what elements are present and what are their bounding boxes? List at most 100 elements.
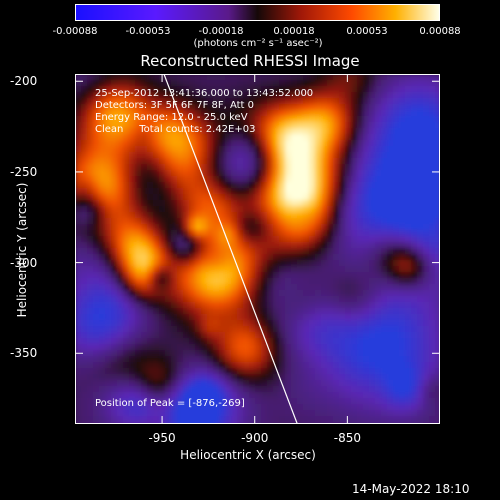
heatmap-cell (429, 260, 436, 267)
heatmap-cell (351, 392, 358, 399)
heatmap-cell (141, 164, 148, 171)
heatmap-cell (99, 356, 106, 363)
heatmap-cell (243, 272, 250, 279)
heatmap-cell (327, 260, 334, 267)
heatmap-cell (177, 344, 184, 351)
heatmap-cell (141, 260, 148, 267)
heatmap-cell (387, 302, 394, 309)
heatmap-cell (99, 236, 106, 243)
heatmap-cell (369, 128, 376, 135)
heatmap-cell (177, 308, 184, 315)
heatmap-cell (315, 338, 322, 345)
heatmap-cell (399, 254, 406, 261)
heatmap-cell (249, 296, 256, 303)
heatmap-cell (261, 296, 268, 303)
heatmap-cell (105, 158, 112, 165)
heatmap-cell (291, 188, 298, 195)
heatmap-cell (327, 404, 334, 411)
heatmap-cell (267, 410, 274, 417)
heatmap-cell (309, 128, 316, 135)
heatmap-cell (171, 80, 178, 87)
heatmap-cell (171, 122, 178, 129)
heatmap-cell (423, 374, 430, 381)
heatmap-cell (321, 374, 328, 381)
heatmap-cell (141, 344, 148, 351)
heatmap-cell (255, 236, 262, 243)
heatmap-cell (327, 200, 334, 207)
heatmap-cell (435, 110, 440, 117)
heatmap-cell (117, 356, 124, 363)
heatmap-cell (123, 98, 130, 105)
heatmap-cell (405, 116, 412, 123)
heatmap-cell (159, 86, 166, 93)
heatmap-cell (303, 128, 310, 135)
heatmap-cell (405, 398, 412, 405)
heatmap-cell (111, 260, 118, 267)
heatmap-cell (105, 176, 112, 183)
heatmap-cell (165, 230, 172, 237)
heatmap-cell (99, 248, 106, 255)
heatmap-cell (429, 362, 436, 369)
heatmap-cell (195, 146, 202, 153)
heatmap-cell (153, 344, 160, 351)
heatmap-cell (393, 392, 400, 399)
heatmap-cell (297, 146, 304, 153)
heatmap-cell (141, 242, 148, 249)
heatmap-cell (81, 146, 88, 153)
heatmap-cell (315, 206, 322, 213)
heatmap-cell (147, 128, 154, 135)
heatmap-cell (393, 314, 400, 321)
heatmap-cell (417, 122, 424, 129)
heatmap-cell (435, 392, 440, 399)
heatmap-cell (369, 404, 376, 411)
heatmap-cell (159, 92, 166, 99)
heatmap-cell (381, 284, 388, 291)
heatmap-cell (303, 122, 310, 129)
heatmap-cell (189, 242, 196, 249)
heatmap-cell (105, 356, 112, 363)
heatmap-cell (243, 116, 250, 123)
heatmap-cell (123, 404, 130, 411)
heatmap-cell (237, 260, 244, 267)
heatmap-cell (315, 326, 322, 333)
heatmap-cell (111, 170, 118, 177)
heatmap-cell (381, 74, 388, 81)
heatmap-cell (279, 134, 286, 141)
axis-ticks (75, 74, 440, 424)
heatmap-cell (177, 194, 184, 201)
heatmap-cell (405, 314, 412, 321)
heatmap-cell (345, 350, 352, 357)
heatmap-cell (351, 338, 358, 345)
heatmap-cell (273, 272, 280, 279)
heatmap-cell (225, 314, 232, 321)
heatmap-cell (309, 320, 316, 327)
heatmap-cell (171, 170, 178, 177)
heatmap-cell (135, 314, 142, 321)
heatmap-cell (351, 146, 358, 153)
heatmap-cell (99, 266, 106, 273)
heatmap-cell (261, 158, 268, 165)
heatmap-cell (255, 170, 262, 177)
heatmap-cell (135, 188, 142, 195)
heatmap-cell (369, 242, 376, 249)
heatmap-cell (351, 416, 358, 423)
heatmap-cell (123, 260, 130, 267)
heatmap-cell (255, 344, 262, 351)
heatmap-cell (303, 386, 310, 393)
heatmap-cell (309, 242, 316, 249)
heatmap-cell (351, 278, 358, 285)
heatmap-cell (381, 140, 388, 147)
heatmap-cell (345, 80, 352, 87)
heatmap-cell (279, 350, 286, 357)
heatmap-cell (129, 284, 136, 291)
heatmap-cell (183, 152, 190, 159)
heatmap-cell (273, 212, 280, 219)
heatmap-cell (327, 188, 334, 195)
heatmap-cell (201, 74, 208, 81)
heatmap-cell (171, 380, 178, 387)
heatmap-cell (351, 158, 358, 165)
heatmap-cell (75, 242, 82, 249)
heatmap-cell (177, 248, 184, 255)
heatmap-cell (357, 416, 364, 423)
heatmap-cell (231, 344, 238, 351)
